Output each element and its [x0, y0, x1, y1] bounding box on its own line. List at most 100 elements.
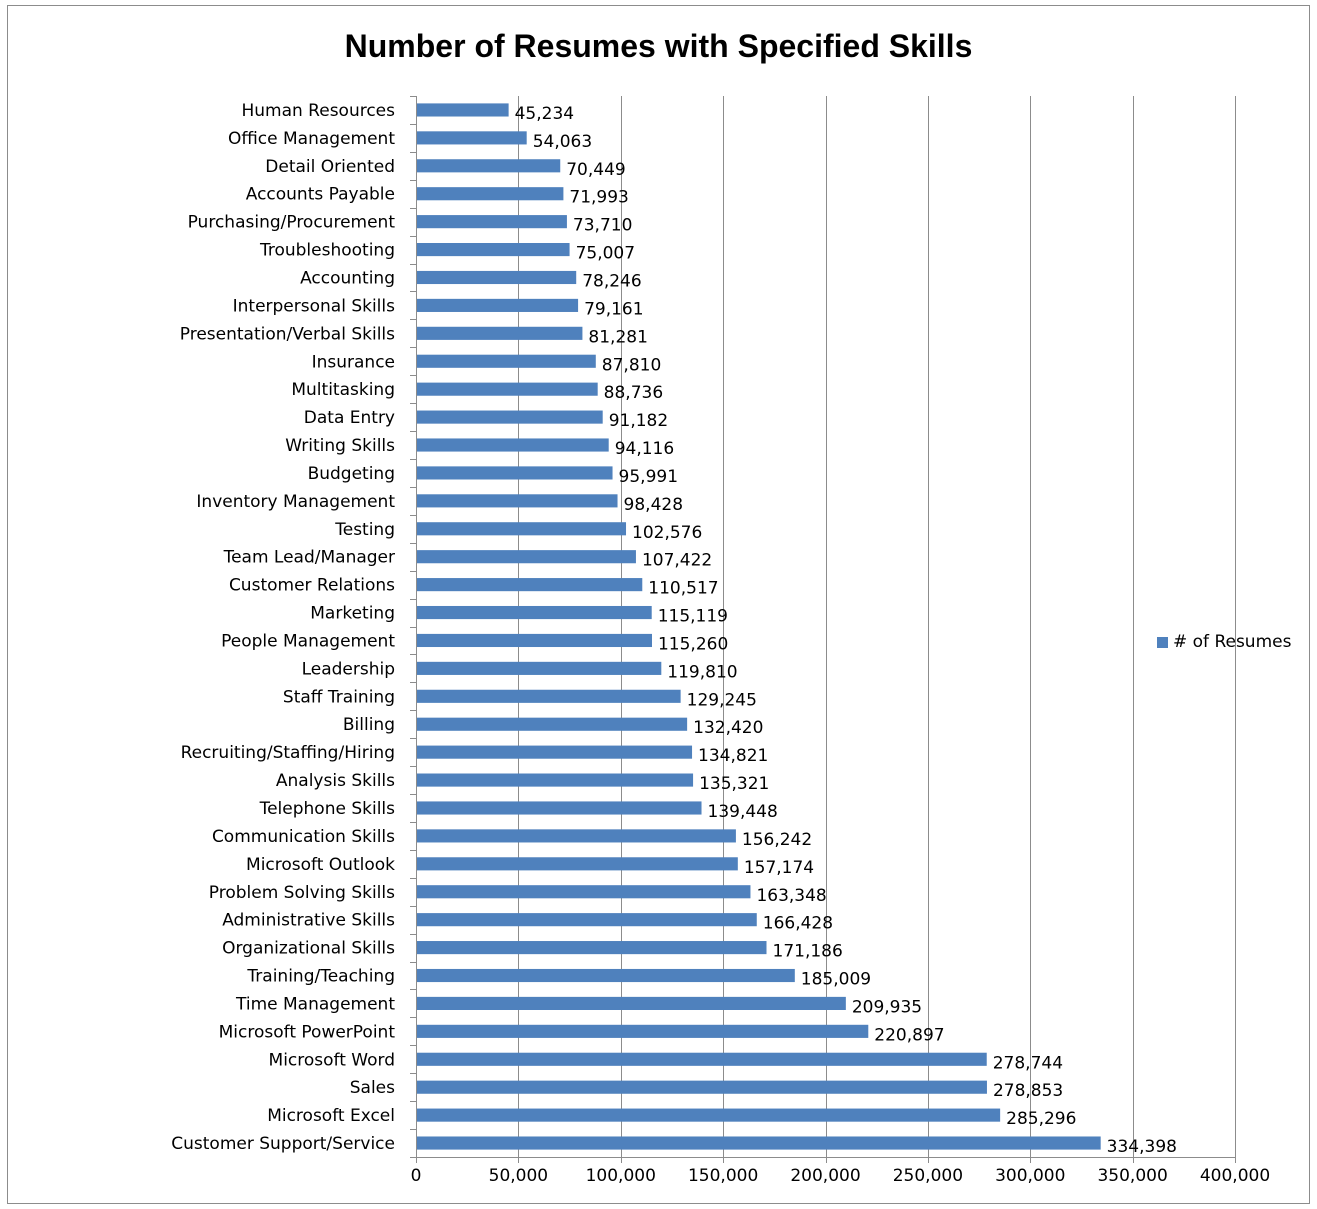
- bar: [417, 103, 509, 117]
- data-label: 98,428: [624, 495, 683, 515]
- data-label: 115,260: [658, 634, 728, 654]
- category-label: Communication Skills: [212, 827, 395, 847]
- category-label: Customer Relations: [229, 576, 395, 596]
- category-label: Accounts Payable: [246, 185, 395, 205]
- category-label: Interpersonal Skills: [233, 296, 396, 316]
- category-label: Microsoft Word: [269, 1050, 395, 1070]
- bar: [417, 605, 652, 620]
- data-label: 285,296: [1006, 1109, 1076, 1129]
- bar: [417, 1052, 987, 1066]
- bar: [417, 522, 627, 536]
- x-tick-label: 100,000: [586, 1166, 656, 1186]
- x-tick-label: 200,000: [790, 1166, 860, 1186]
- bar: [417, 243, 570, 257]
- bar: [417, 270, 577, 285]
- bar: [417, 215, 567, 229]
- category-label: Customer Support/Service: [171, 1134, 395, 1154]
- category-label: Inventory Management: [196, 492, 395, 512]
- bar: [417, 1136, 1101, 1150]
- labels: 0 50,000 100,000 150,000 200,000 250,000 300,0…: [171, 101, 1270, 1186]
- category-label: Multitasking: [291, 380, 395, 400]
- legend-label: # of Resumes: [1173, 632, 1292, 652]
- bar: [417, 633, 652, 648]
- data-label: 157,174: [744, 858, 814, 878]
- category-label: Billing: [343, 715, 395, 735]
- data-label: 75,007: [576, 244, 635, 264]
- bar: [417, 550, 636, 564]
- category-label: Telephone Skills: [259, 799, 396, 819]
- category-label: Troubleshooting: [259, 241, 395, 261]
- category-label: Administrative Skills: [222, 911, 395, 931]
- category-label: Marketing: [310, 604, 395, 624]
- category-label: Recruiting/Staffing/Hiring: [181, 743, 395, 763]
- category-label: Detail Oriented: [265, 157, 395, 177]
- data-label: 102,576: [632, 523, 702, 543]
- data-label: 94,116: [615, 439, 674, 459]
- bar: [417, 745, 693, 759]
- category-label: Analysis Skills: [276, 771, 395, 791]
- category-label: Leadership: [302, 659, 395, 679]
- bar: [417, 885, 751, 899]
- data-label: 110,517: [648, 579, 718, 599]
- category-label: Staff Training: [283, 687, 395, 707]
- x-tick-label: 300,000: [995, 1166, 1065, 1186]
- data-label: 135,321: [699, 774, 769, 794]
- data-label: 220,897: [874, 1025, 944, 1045]
- bar: [417, 661, 662, 675]
- axes: [410, 96, 1236, 1163]
- data-label: 134,821: [698, 746, 768, 766]
- bar: [417, 1108, 1001, 1122]
- category-label: Budgeting: [308, 464, 395, 484]
- data-label: 209,935: [852, 997, 922, 1017]
- data-label: 119,810: [667, 662, 737, 682]
- bar: [417, 159, 561, 173]
- x-tick-label: 50,000: [489, 1166, 548, 1186]
- data-label: 78,246: [582, 271, 641, 291]
- category-label: Microsoft PowerPoint: [219, 1022, 396, 1042]
- category-label: Writing Skills: [285, 436, 395, 456]
- data-label: 278,853: [993, 1081, 1063, 1101]
- bar: [417, 382, 598, 396]
- category-label: Organizational Skills: [222, 939, 395, 959]
- bar: [417, 187, 564, 201]
- bar: [417, 1024, 869, 1038]
- legend: # of Resumes: [1157, 632, 1291, 652]
- data-label: 278,744: [993, 1053, 1063, 1073]
- category-label: Office Management: [228, 129, 395, 149]
- category-label: Sales: [350, 1078, 395, 1098]
- data-label: 79,161: [584, 299, 643, 319]
- data-label: 73,710: [573, 216, 632, 236]
- data-label: 139,448: [708, 802, 778, 822]
- bar: [417, 801, 702, 815]
- data-label: 171,186: [773, 942, 843, 962]
- category-label: Human Resources: [241, 101, 395, 121]
- bar: [417, 941, 767, 955]
- legend-swatch: [1157, 636, 1168, 648]
- x-tick-label: 400,000: [1200, 1166, 1270, 1186]
- data-label: 185,009: [801, 970, 871, 990]
- data-label: 71,993: [569, 188, 628, 208]
- bar: [417, 578, 643, 592]
- bar: [417, 829, 736, 843]
- bar: [417, 438, 609, 452]
- bar: [417, 131, 527, 145]
- bar: [417, 410, 603, 424]
- category-label: Purchasing/Procurement: [188, 213, 396, 233]
- category-label: Time Management: [235, 994, 395, 1014]
- data-label: 163,348: [756, 886, 826, 906]
- data-label: 87,810: [602, 355, 661, 375]
- category-label: Testing: [334, 520, 395, 540]
- data-label: 334,398: [1107, 1137, 1177, 1157]
- bar: [417, 913, 757, 927]
- bar: [417, 298, 579, 312]
- data-label: 91,182: [609, 411, 668, 431]
- category-label: Accounting: [300, 268, 395, 288]
- bar: [417, 689, 681, 703]
- data-label: 45,234: [515, 104, 574, 124]
- bar: [417, 996, 846, 1010]
- bar: [417, 326, 583, 340]
- category-label: Presentation/Verbal Skills: [180, 324, 395, 344]
- x-tick-label: 250,000: [893, 1166, 963, 1186]
- chart-title: Number of Resumes with Specified Skills: [344, 28, 973, 64]
